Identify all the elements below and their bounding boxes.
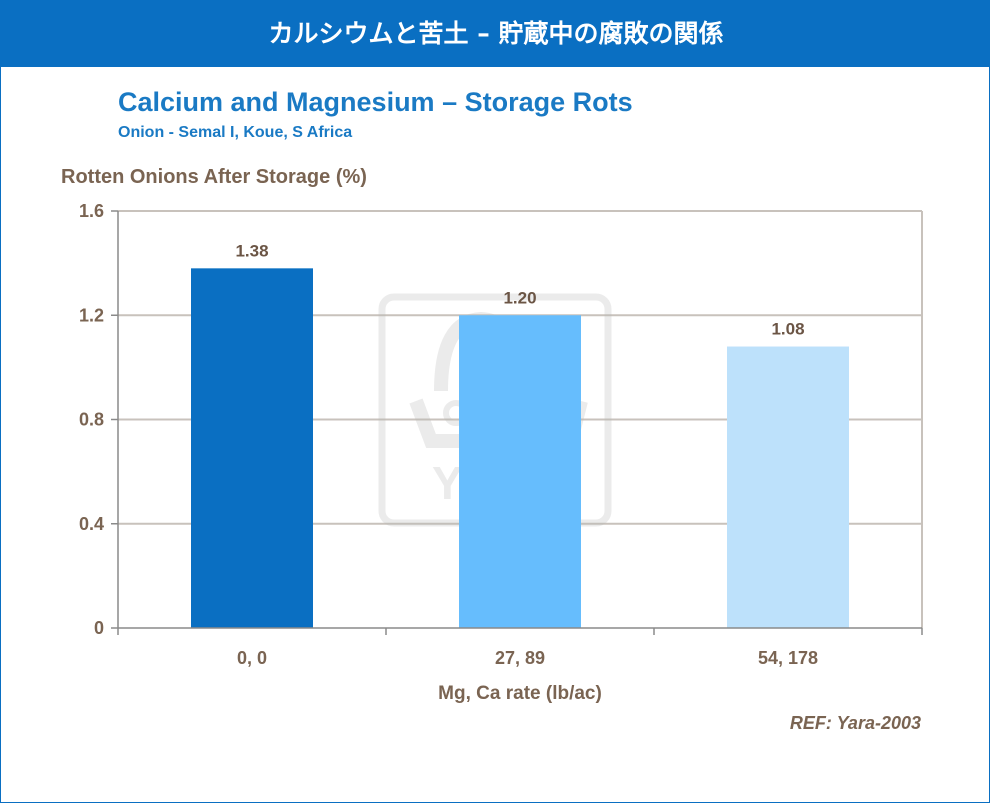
y-tick-label: 0 (94, 618, 104, 638)
y-tick-label: 1.2 (79, 305, 104, 325)
x-axis-title: Mg, Ca rate (lb/ac) (438, 683, 602, 704)
x-tick-labels: 0, 0 27, 89 54, 178 (237, 648, 818, 668)
axes (111, 210, 923, 635)
chart-title: Calcium and Magnesium – Storage Rots (118, 87, 633, 117)
x-tick-label: 0, 0 (237, 648, 267, 668)
x-tick-label: 54, 178 (758, 648, 818, 668)
chart-subtitle: Onion - Semal I, Koue, S Africa (118, 124, 353, 141)
reference-note: REF: Yara-2003 (789, 713, 921, 733)
bars (191, 268, 849, 628)
y-tick-labels: 0 0.4 0.8 1.2 1.6 (79, 201, 104, 638)
data-labels: 1.38 1.20 1.08 (235, 241, 804, 338)
data-label: 1.20 (503, 288, 536, 307)
y-tick-label: 0.4 (79, 514, 104, 534)
bar (191, 268, 313, 628)
bar (459, 315, 581, 628)
data-label: 1.38 (235, 241, 268, 260)
bar (727, 346, 849, 628)
page-header: カルシウムと苦土 – 貯蔵中の腐敗の関係 (1, 1, 990, 67)
data-label: 1.08 (771, 320, 804, 339)
y-tick-label: 1.6 (79, 201, 104, 221)
y-tick-label: 0.8 (79, 410, 104, 430)
y-axis-title: Rotten Onions After Storage (%) (61, 166, 367, 188)
x-tick-label: 27, 89 (495, 648, 545, 668)
